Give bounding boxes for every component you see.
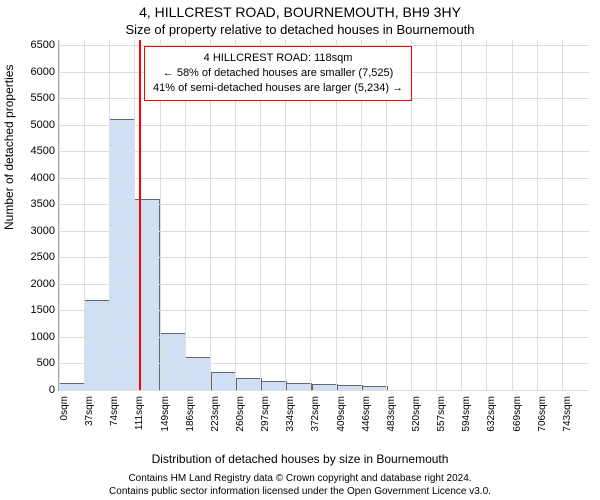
v-gridline xyxy=(134,40,135,390)
y-tick-label: 6000 xyxy=(17,66,55,78)
y-tick-label: 4500 xyxy=(17,145,55,157)
v-gridline xyxy=(109,40,110,390)
property-info-box: 4 HILLCREST ROAD: 118sqm ← 58% of detach… xyxy=(144,46,412,101)
histogram-bar xyxy=(160,333,186,390)
info-box-line-right: 41% of semi-detached houses are larger (… xyxy=(153,81,403,96)
y-tick-label: 5500 xyxy=(17,92,55,104)
chart-container: 4, HILLCREST ROAD, BOURNEMOUTH, BH9 3HY … xyxy=(0,0,600,500)
y-tick-label: 3000 xyxy=(17,225,55,237)
y-tick-label: 3500 xyxy=(17,198,55,210)
v-gridline xyxy=(512,40,513,390)
v-gridline xyxy=(84,40,85,390)
histogram-bar xyxy=(185,357,211,390)
histogram-bar xyxy=(261,381,287,390)
y-tick-label: 2500 xyxy=(17,251,55,263)
y-tick-label: 6500 xyxy=(17,39,55,51)
y-tick-label: 500 xyxy=(17,357,55,369)
histogram-bar xyxy=(236,378,262,390)
v-gridline xyxy=(436,40,437,390)
v-gridline xyxy=(486,40,487,390)
y-tick-label: 2000 xyxy=(17,278,55,290)
v-gridline xyxy=(461,40,462,390)
info-box-line-left: ← 58% of detached houses are smaller (7,… xyxy=(153,66,403,81)
info-box-title: 4 HILLCREST ROAD: 118sqm xyxy=(153,51,403,66)
plot-area: 0500100015002000250030003500400045005000… xyxy=(58,40,589,391)
y-tick-label: 1500 xyxy=(17,304,55,316)
footer-attribution: Contains HM Land Registry data © Crown c… xyxy=(0,473,600,498)
y-axis-label: Number of detached properties xyxy=(2,65,16,230)
y-tick-label: 0 xyxy=(17,384,55,396)
histogram-bar xyxy=(211,372,237,390)
chart-title: 4, HILLCREST ROAD, BOURNEMOUTH, BH9 3HY xyxy=(0,4,600,20)
chart-subtitle: Size of property relative to detached ho… xyxy=(0,22,600,37)
histogram-bar xyxy=(59,383,85,390)
y-tick-label: 1000 xyxy=(17,331,55,343)
v-gridline xyxy=(562,40,563,390)
histogram-bar xyxy=(109,119,135,390)
h-gridline xyxy=(59,390,589,391)
footer-line-2: Contains public sector information licen… xyxy=(0,486,600,499)
histogram-bar xyxy=(84,300,110,390)
footer-line-1: Contains HM Land Registry data © Crown c… xyxy=(0,473,600,486)
v-gridline xyxy=(537,40,538,390)
x-axis-label: Distribution of detached houses by size … xyxy=(0,452,600,466)
y-tick-label: 4000 xyxy=(17,172,55,184)
property-marker-line xyxy=(139,40,141,390)
y-tick-label: 5000 xyxy=(17,119,55,131)
histogram-bar xyxy=(286,383,312,390)
v-gridline xyxy=(59,40,60,390)
